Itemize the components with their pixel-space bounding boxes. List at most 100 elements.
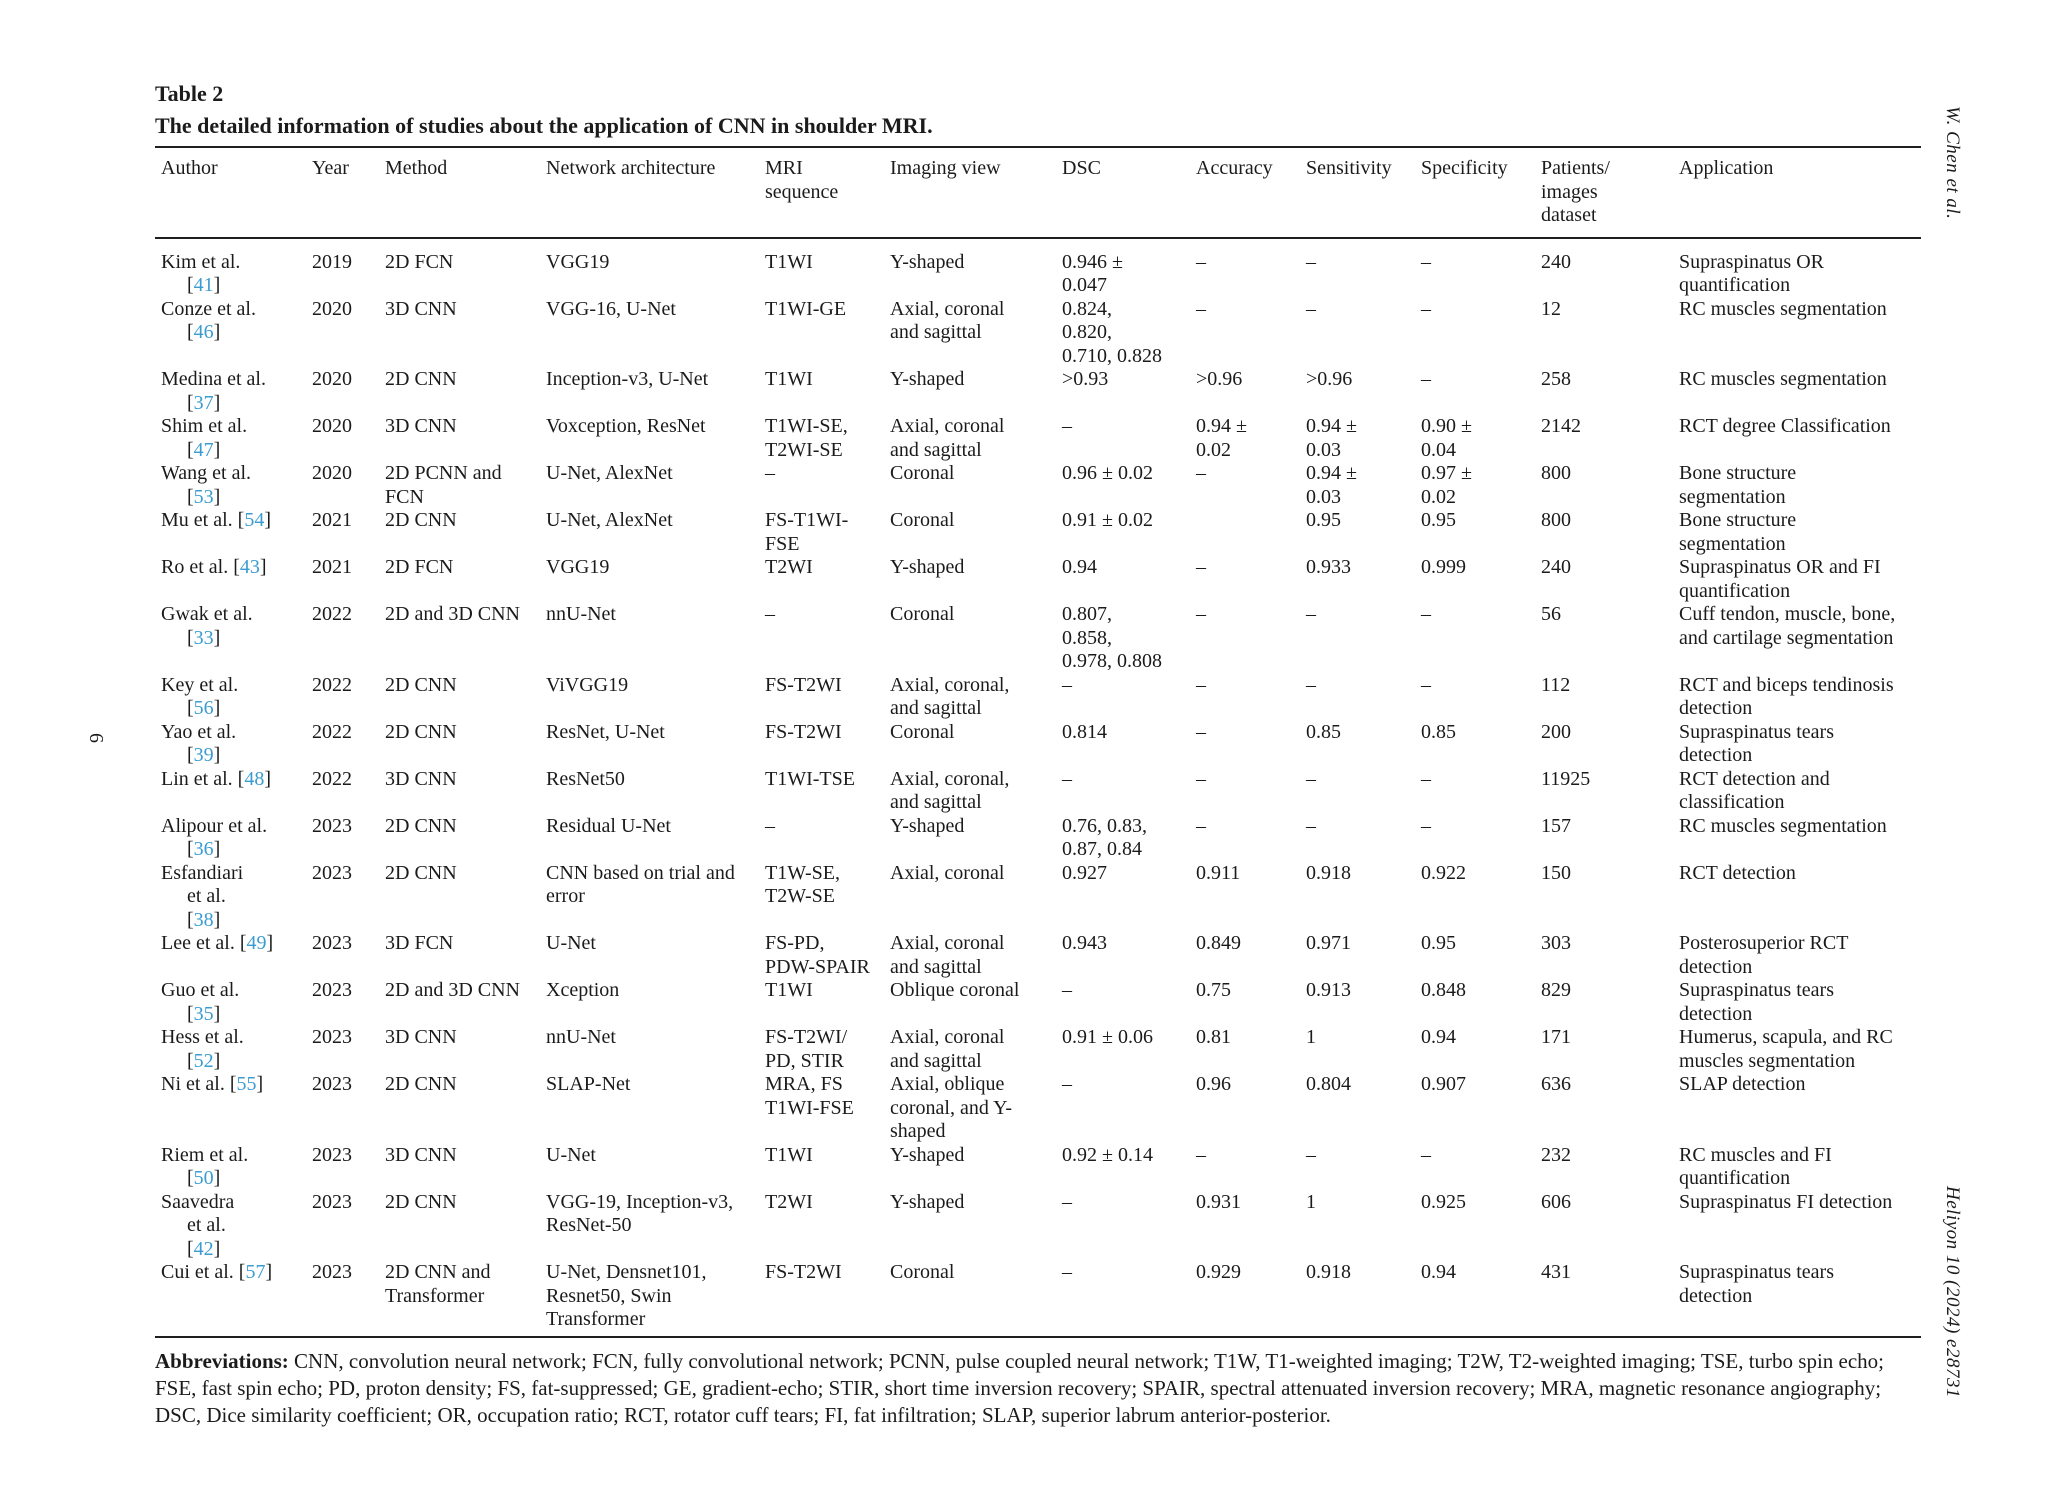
table-cell: Supraspinatus tears detection [1679,720,1834,767]
table-cell: 0.90 ± 0.04 [1421,415,1472,461]
citation-ref[interactable]: 42 [193,1237,214,1260]
table-row: Conze et al. [46] 2020 3D CNN VGG-16, U-Net… [155,298,1921,369]
table-cell: Hess et al. [52] [161,1026,244,1072]
citation-ref[interactable]: 46 [193,321,214,343]
table-cell: Axial, coronal [890,861,1005,884]
table-cell: 2023 [312,1190,352,1213]
table-cell: – [1196,603,1206,625]
column-header: MRI sequence [759,147,884,239]
table-cell: RC muscles and FI quantification [1679,1143,1832,1190]
table-cell: 2D PCNN and FCN [385,462,502,508]
table-cell: – [1196,250,1206,273]
page-number: 6 [85,733,107,744]
table-row: Alipour et al. [36] 2023 2D CNN Residual U-… [155,815,1921,862]
table-cell: 0.943 [1062,932,1107,954]
table-row: Cui et al. [57] 2023 2D CNN and Transforme… [155,1261,1921,1337]
column-header: Year [306,147,379,239]
citation-ref[interactable]: 49 [246,932,267,954]
table-cell: 0.95 [1421,932,1456,954]
table-cell: 0.848 [1421,979,1466,1001]
studies-table: Author Year Method Network architecture MRI … [155,146,1921,1338]
table-cell: – [1421,297,1431,320]
table-cell: Axial, coronal and sagittal [890,415,1005,461]
table-cell: 2D CNN [385,368,457,390]
table-cell: T2WI [765,556,813,578]
citation-ref[interactable]: 52 [193,1049,214,1072]
table-cell: Supraspinatus tears detection [1679,1261,1834,1307]
table-cell: >0.96 [1306,368,1353,390]
table-cell: 606 [1541,1190,1571,1213]
table-cell: Y-shaped [890,1143,965,1166]
table-cell: U-Net, AlexNet [546,509,673,531]
table-cell: 2023 [312,814,352,837]
table-cell: 636 [1541,1073,1571,1095]
table-cell: 2020 [312,462,352,484]
column-header: Method [379,147,540,239]
table-cell: – [1062,415,1072,437]
table-cell: 150 [1541,861,1571,884]
citation-ref[interactable]: 53 [193,485,214,508]
table-cell: 232 [1541,1143,1571,1166]
table-cell: 0.75 [1196,979,1231,1001]
table-cell: 2023 [312,1073,352,1095]
table-cell: Guo et al. [35] [161,979,240,1025]
table-cell: 56 [1541,603,1561,625]
citation-ref[interactable]: 56 [193,697,214,719]
table-cell: – [1196,814,1206,837]
table-cell: FS-T2WI/ PD, STIR [765,1026,848,1072]
citation-ref[interactable]: 36 [193,838,214,860]
citation-ref[interactable]: 50 [193,1167,214,1189]
table-cell: Lee et al. [49] [161,932,274,954]
table-cell: 2D CNN [385,509,457,531]
table-cell: U-Net, Densnet101, Resnet50, Swin Transf… [546,1261,707,1330]
table-cell: 0.97 ± 0.02 [1421,462,1472,508]
table-cell: 0.918 [1306,861,1351,884]
table-cell: Kim et al. [41] [161,250,241,297]
table-cell: 0.94 [1421,1026,1456,1048]
table-cell: Conze et al. [46] [161,297,256,344]
table-cell: 0.94 [1062,556,1097,578]
table-cell: 0.933 [1306,556,1351,578]
table-cell [1190,509,1300,556]
abbreviations-note: Abbreviations: CNN, convolution neural n… [155,1348,1921,1429]
table-cell: Ro et al. [43] [161,556,267,578]
citation-ref[interactable]: 35 [193,1002,214,1025]
table-cell: VGG19 [546,556,610,578]
table-row: Gwak et al. [33] 2022 2D and 3D CNN nnU-Net… [155,603,1921,674]
table-cell: 0.804 [1306,1073,1351,1095]
citation-ref[interactable]: 55 [236,1073,257,1095]
table-cell: 0.946 ± 0.047 [1062,250,1123,297]
table-cell: Inception-v3, U-Net [546,368,709,390]
table-cell: – [765,462,775,484]
citation-ref[interactable]: 33 [193,626,214,649]
table-cell: U-Net [546,1143,596,1166]
column-header: Imaging view [884,147,1056,239]
citation-ref[interactable]: 47 [193,438,214,461]
table-cell: Yao et al. [39] [161,720,237,767]
table-cell: Bone structure segmentation [1679,509,1797,555]
table-cell: Residual U-Net [546,814,671,837]
table-cell: 2023 [312,861,352,884]
citation-ref[interactable]: 37 [193,391,214,414]
table-cell: – [1306,767,1316,790]
abbreviations-lead: Abbreviations: [155,1348,289,1373]
citation-ref[interactable]: 57 [245,1261,266,1283]
citation-ref[interactable]: 41 [193,274,214,296]
column-header: Sensitivity [1300,147,1415,239]
table-row: Hess et al. [52] 2023 3D CNN nnU-Net FS-T2WI… [155,1026,1921,1073]
citation-ref[interactable]: 38 [193,908,214,931]
citation-ref[interactable]: 48 [244,767,265,790]
citation-ref[interactable]: 54 [244,509,265,531]
citation-ref[interactable]: 39 [193,744,214,766]
table-cell: Y-shaped [890,250,965,273]
column-header: Patients/ images dataset [1535,147,1673,239]
citation-ref[interactable]: 43 [239,556,260,578]
table-cell: Posterosuperior RCT detection [1679,932,1849,978]
table-cell: 3D CNN [385,1026,457,1048]
column-header: Application [1673,147,1921,239]
table-cell: Riem et al. [50] [161,1143,249,1190]
table-cell: Humerus, scapula, and RC muscles segment… [1679,1026,1893,1072]
table-cell: 112 [1541,673,1571,696]
table-cell: Xception [546,979,620,1001]
